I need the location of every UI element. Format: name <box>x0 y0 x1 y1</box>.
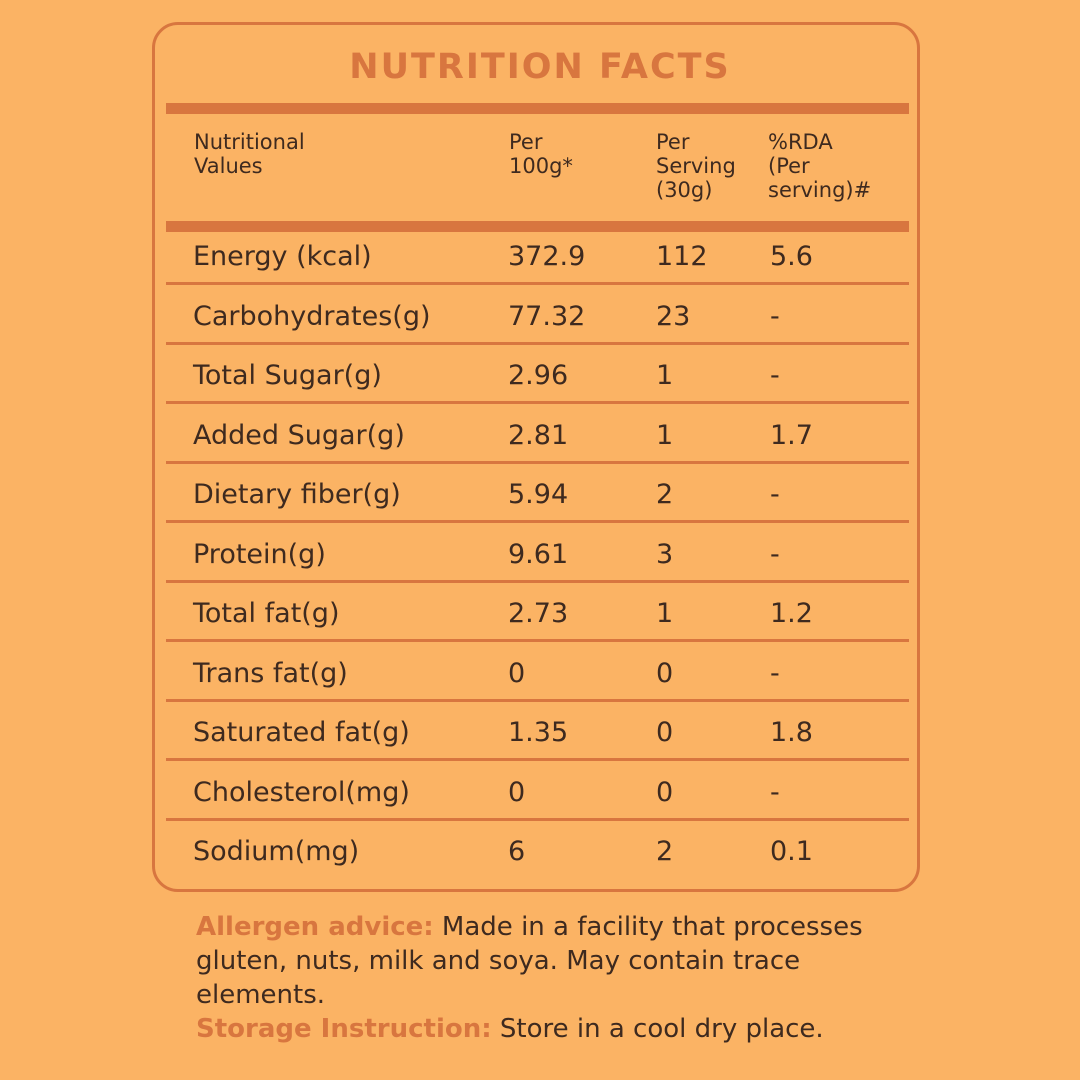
rda-value: - <box>770 479 780 510</box>
storage-instruction: Storage Instruction: Store in a cool dry… <box>196 1012 916 1046</box>
nutrition-panel <box>152 22 920 892</box>
per-100g-value: 2.81 <box>508 420 569 451</box>
rda-value: - <box>770 539 780 570</box>
per-100g-value: 9.61 <box>508 539 569 570</box>
table-row: Added Sugar(g) 2.81 1 1.7 <box>0 408 1080 467</box>
per-serving-value: 3 <box>656 539 674 570</box>
row-divider <box>166 520 909 523</box>
table-row: Dietary fiber(g) 5.94 2 - <box>0 467 1080 526</box>
per-100g-value: 5.94 <box>508 479 569 510</box>
rda-value: 1.8 <box>770 717 813 748</box>
table-row: Cholesterol(mg) 0 0 - <box>0 765 1080 824</box>
header-per-100g: Per 100g* <box>509 130 573 178</box>
per-serving-value: 1 <box>656 420 674 451</box>
rda-value: 0.1 <box>770 836 813 867</box>
per-serving-value: 0 <box>656 717 674 748</box>
rda-value: 5.6 <box>770 241 813 272</box>
header-nutritional-values: Nutritional Values <box>194 130 305 178</box>
row-divider <box>166 461 909 464</box>
per-serving-value: 23 <box>656 301 691 332</box>
row-divider <box>166 580 909 583</box>
nutrient-name: Protein(g) <box>193 539 326 570</box>
header-rda: %RDA (Per serving)# <box>768 130 872 202</box>
row-divider <box>166 639 909 642</box>
table-row: Total fat(g) 2.73 1 1.2 <box>0 586 1080 645</box>
per-100g-value: 1.35 <box>508 717 569 748</box>
row-divider <box>166 342 909 345</box>
per-100g-value: 6 <box>508 836 526 867</box>
rda-value: 1.2 <box>770 598 813 629</box>
per-serving-value: 2 <box>656 479 674 510</box>
per-100g-value: 372.9 <box>508 241 586 272</box>
table-header: Nutritional Values Per 100g* Per Serving… <box>0 130 1080 215</box>
notes-section: Allergen advice: Made in a facility that… <box>196 910 916 1046</box>
table-row: Protein(g) 9.61 3 - <box>0 527 1080 586</box>
row-divider <box>166 818 909 821</box>
row-divider <box>166 282 909 285</box>
nutrient-name: Total fat(g) <box>193 598 340 629</box>
row-divider <box>166 699 909 702</box>
rda-value: - <box>770 777 780 808</box>
header-top-rule <box>166 103 909 114</box>
per-serving-value: 0 <box>656 777 674 808</box>
per-serving-value: 1 <box>656 360 674 391</box>
row-divider <box>166 758 909 761</box>
storage-label: Storage Instruction: <box>196 1014 492 1044</box>
nutrient-name: Added Sugar(g) <box>193 420 405 451</box>
nutrient-name: Cholesterol(mg) <box>193 777 410 808</box>
row-divider <box>166 401 909 404</box>
table-row: Total Sugar(g) 2.96 1 - <box>0 348 1080 407</box>
header-bottom-rule <box>166 221 909 232</box>
per-100g-value: 0 <box>508 777 526 808</box>
nutrient-name: Carbohydrates(g) <box>193 301 431 332</box>
header-per-serving: Per Serving (30g) <box>656 130 736 202</box>
per-100g-value: 77.32 <box>508 301 586 332</box>
allergen-text: Made in a facility that processes gluten… <box>196 912 863 1010</box>
per-serving-value: 1 <box>656 598 674 629</box>
rda-value: - <box>770 658 780 689</box>
table-row: Carbohydrates(g) 77.32 23 - <box>0 289 1080 348</box>
per-serving-value: 0 <box>656 658 674 689</box>
per-serving-value: 112 <box>656 241 708 272</box>
nutrient-name: Sodium(mg) <box>193 836 360 867</box>
per-100g-value: 2.96 <box>508 360 569 391</box>
table-row: Trans fat(g) 0 0 - <box>0 646 1080 705</box>
rda-value: - <box>770 360 780 391</box>
nutrient-name: Saturated fat(g) <box>193 717 410 748</box>
per-100g-value: 2.73 <box>508 598 569 629</box>
nutrition-title: NUTRITION FACTS <box>349 47 731 87</box>
rda-value: - <box>770 301 780 332</box>
allergen-label: Allergen advice: <box>196 912 434 942</box>
table-row: Sodium(mg) 6 2 0.1 <box>0 824 1080 883</box>
allergen-advice: Allergen advice: Made in a facility that… <box>196 910 916 1012</box>
per-100g-value: 0 <box>508 658 526 689</box>
nutrient-name: Total Sugar(g) <box>193 360 382 391</box>
per-serving-value: 2 <box>656 836 674 867</box>
rda-value: 1.7 <box>770 420 813 451</box>
nutrient-name: Dietary fiber(g) <box>193 479 401 510</box>
nutrient-name: Energy (kcal) <box>193 241 372 272</box>
table-row: Energy (kcal) 372.9 112 5.6 <box>0 229 1080 288</box>
table-row: Saturated fat(g) 1.35 0 1.8 <box>0 705 1080 764</box>
nutrient-name: Trans fat(g) <box>193 658 348 689</box>
storage-text: Store in a cool dry place. <box>491 1014 824 1044</box>
